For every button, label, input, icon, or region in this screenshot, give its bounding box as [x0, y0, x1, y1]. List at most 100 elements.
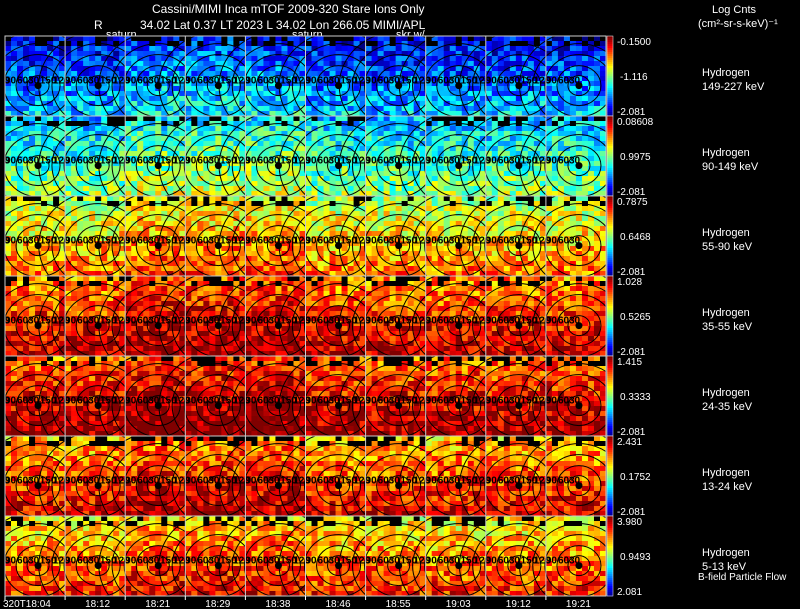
contour-label: 90 — [305, 316, 317, 327]
contour-line — [195, 145, 241, 187]
contour-label: 30 — [28, 316, 40, 327]
contour-line — [327, 475, 351, 497]
contour-label: 60 — [498, 156, 510, 167]
contour-label: 60 — [438, 556, 450, 567]
species-label: Hydrogen — [702, 467, 750, 479]
contour-label: 150 — [40, 156, 57, 167]
contour-label: 150 — [460, 316, 477, 327]
contour-label: 120 — [233, 556, 250, 567]
contour-label: 90 — [546, 316, 558, 327]
contour-label: 120 — [173, 316, 190, 327]
contour-label: 30 — [389, 236, 401, 247]
contour-line — [26, 555, 50, 577]
flow-marker — [214, 162, 222, 170]
contour-line — [86, 315, 110, 337]
flow-marker — [395, 82, 403, 90]
contour-line — [195, 65, 241, 107]
contour-label: 150 — [280, 476, 297, 487]
flow-marker — [34, 322, 42, 330]
colorbar-min: -2.081 — [617, 107, 646, 118]
contour-label: 90 — [426, 76, 438, 87]
contour-label: 120 — [113, 476, 130, 487]
contour-label: 120 — [113, 156, 130, 167]
contour-label: 120 — [173, 236, 190, 247]
contour-label: 150 — [280, 396, 297, 407]
flow-marker — [575, 402, 583, 410]
contour-label: 120 — [173, 76, 190, 87]
contour-label: 60 — [378, 76, 390, 87]
contour-label: 90 — [185, 396, 197, 407]
colorbar-min: 2.081 — [617, 587, 642, 598]
panel-6: 3060901201503060901201503060901201503060… — [4, 515, 750, 598]
contour-line — [532, 283, 606, 356]
x-tick-label: 18:38 — [265, 599, 290, 609]
contour-label: 60 — [318, 396, 330, 407]
contour-label: 120 — [233, 396, 250, 407]
contour-label: 120 — [353, 476, 370, 487]
contour-label: 60 — [257, 556, 269, 567]
contour-line — [567, 75, 591, 97]
contour-label: 60 — [378, 156, 390, 167]
contour-label: 150 — [40, 236, 57, 247]
flow-marker — [395, 162, 403, 170]
contour-label: 30 — [389, 396, 401, 407]
contour-label: 90 — [486, 476, 498, 487]
contour-label: 90 — [185, 476, 197, 487]
contour-line — [26, 475, 50, 497]
contour-label: 60 — [438, 316, 450, 327]
contour-label: 120 — [293, 156, 310, 167]
contour-label: 90 — [245, 316, 257, 327]
contour-label: 30 — [28, 476, 40, 487]
energy-label: 35-55 keV — [702, 321, 753, 333]
contour-label: 120 — [0, 236, 10, 247]
contour-label: 90 — [65, 156, 77, 167]
r-label: R — [94, 18, 103, 32]
contour-label: 60 — [318, 236, 330, 247]
contour-label: 90 — [366, 156, 378, 167]
contour-label: 30 — [208, 396, 220, 407]
flow-marker — [94, 402, 102, 410]
contour-label: 150 — [220, 156, 237, 167]
contour-label: 90 — [305, 396, 317, 407]
contour-label: 90 — [486, 396, 498, 407]
contour-line — [376, 225, 422, 267]
contour-label: 90 — [65, 236, 77, 247]
flow-marker — [214, 562, 222, 570]
contour-line — [316, 305, 362, 347]
contour-label: 90 — [5, 476, 17, 487]
contour-label: 60 — [77, 396, 89, 407]
contour-label: 150 — [160, 556, 177, 567]
contour-label: 120 — [53, 476, 70, 487]
contour-line — [387, 315, 411, 337]
contour-label: 30 — [208, 156, 220, 167]
contour-line — [447, 75, 471, 97]
contour-label: 90 — [546, 476, 558, 487]
contour-label: 150 — [160, 156, 177, 167]
contour-label: 30 — [329, 156, 341, 167]
contour-label: 120 — [414, 236, 431, 247]
contour-label: 60 — [197, 396, 209, 407]
contour-label: 30 — [509, 156, 521, 167]
contour-label: 60 — [558, 476, 570, 487]
contour-label: 60 — [498, 556, 510, 567]
contour-line — [387, 75, 411, 97]
contour-label: 30 — [208, 76, 220, 87]
contour-line — [75, 305, 121, 347]
contour-line — [75, 225, 121, 267]
contour-label: 150 — [340, 236, 357, 247]
contour-label: 90 — [426, 556, 438, 567]
contour-label: 90 — [366, 556, 378, 567]
panel-5: 3060901201503060901201503060901201503060… — [4, 435, 753, 518]
contour-line — [135, 305, 181, 347]
contour-line — [436, 465, 482, 507]
contour-line — [544, 294, 606, 356]
contour-label: 90 — [5, 396, 17, 407]
contour-line — [146, 155, 170, 177]
contour-line — [15, 145, 61, 187]
species-label: Hydrogen — [702, 147, 750, 159]
contour-label: 120 — [353, 556, 370, 567]
flow-marker — [335, 242, 343, 250]
contour-label: 30 — [148, 476, 160, 487]
